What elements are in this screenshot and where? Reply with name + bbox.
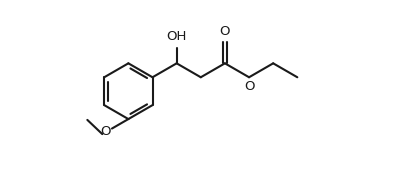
Text: OH: OH xyxy=(167,30,187,43)
Text: O: O xyxy=(220,26,230,38)
Text: O: O xyxy=(101,125,111,138)
Text: O: O xyxy=(244,80,254,93)
